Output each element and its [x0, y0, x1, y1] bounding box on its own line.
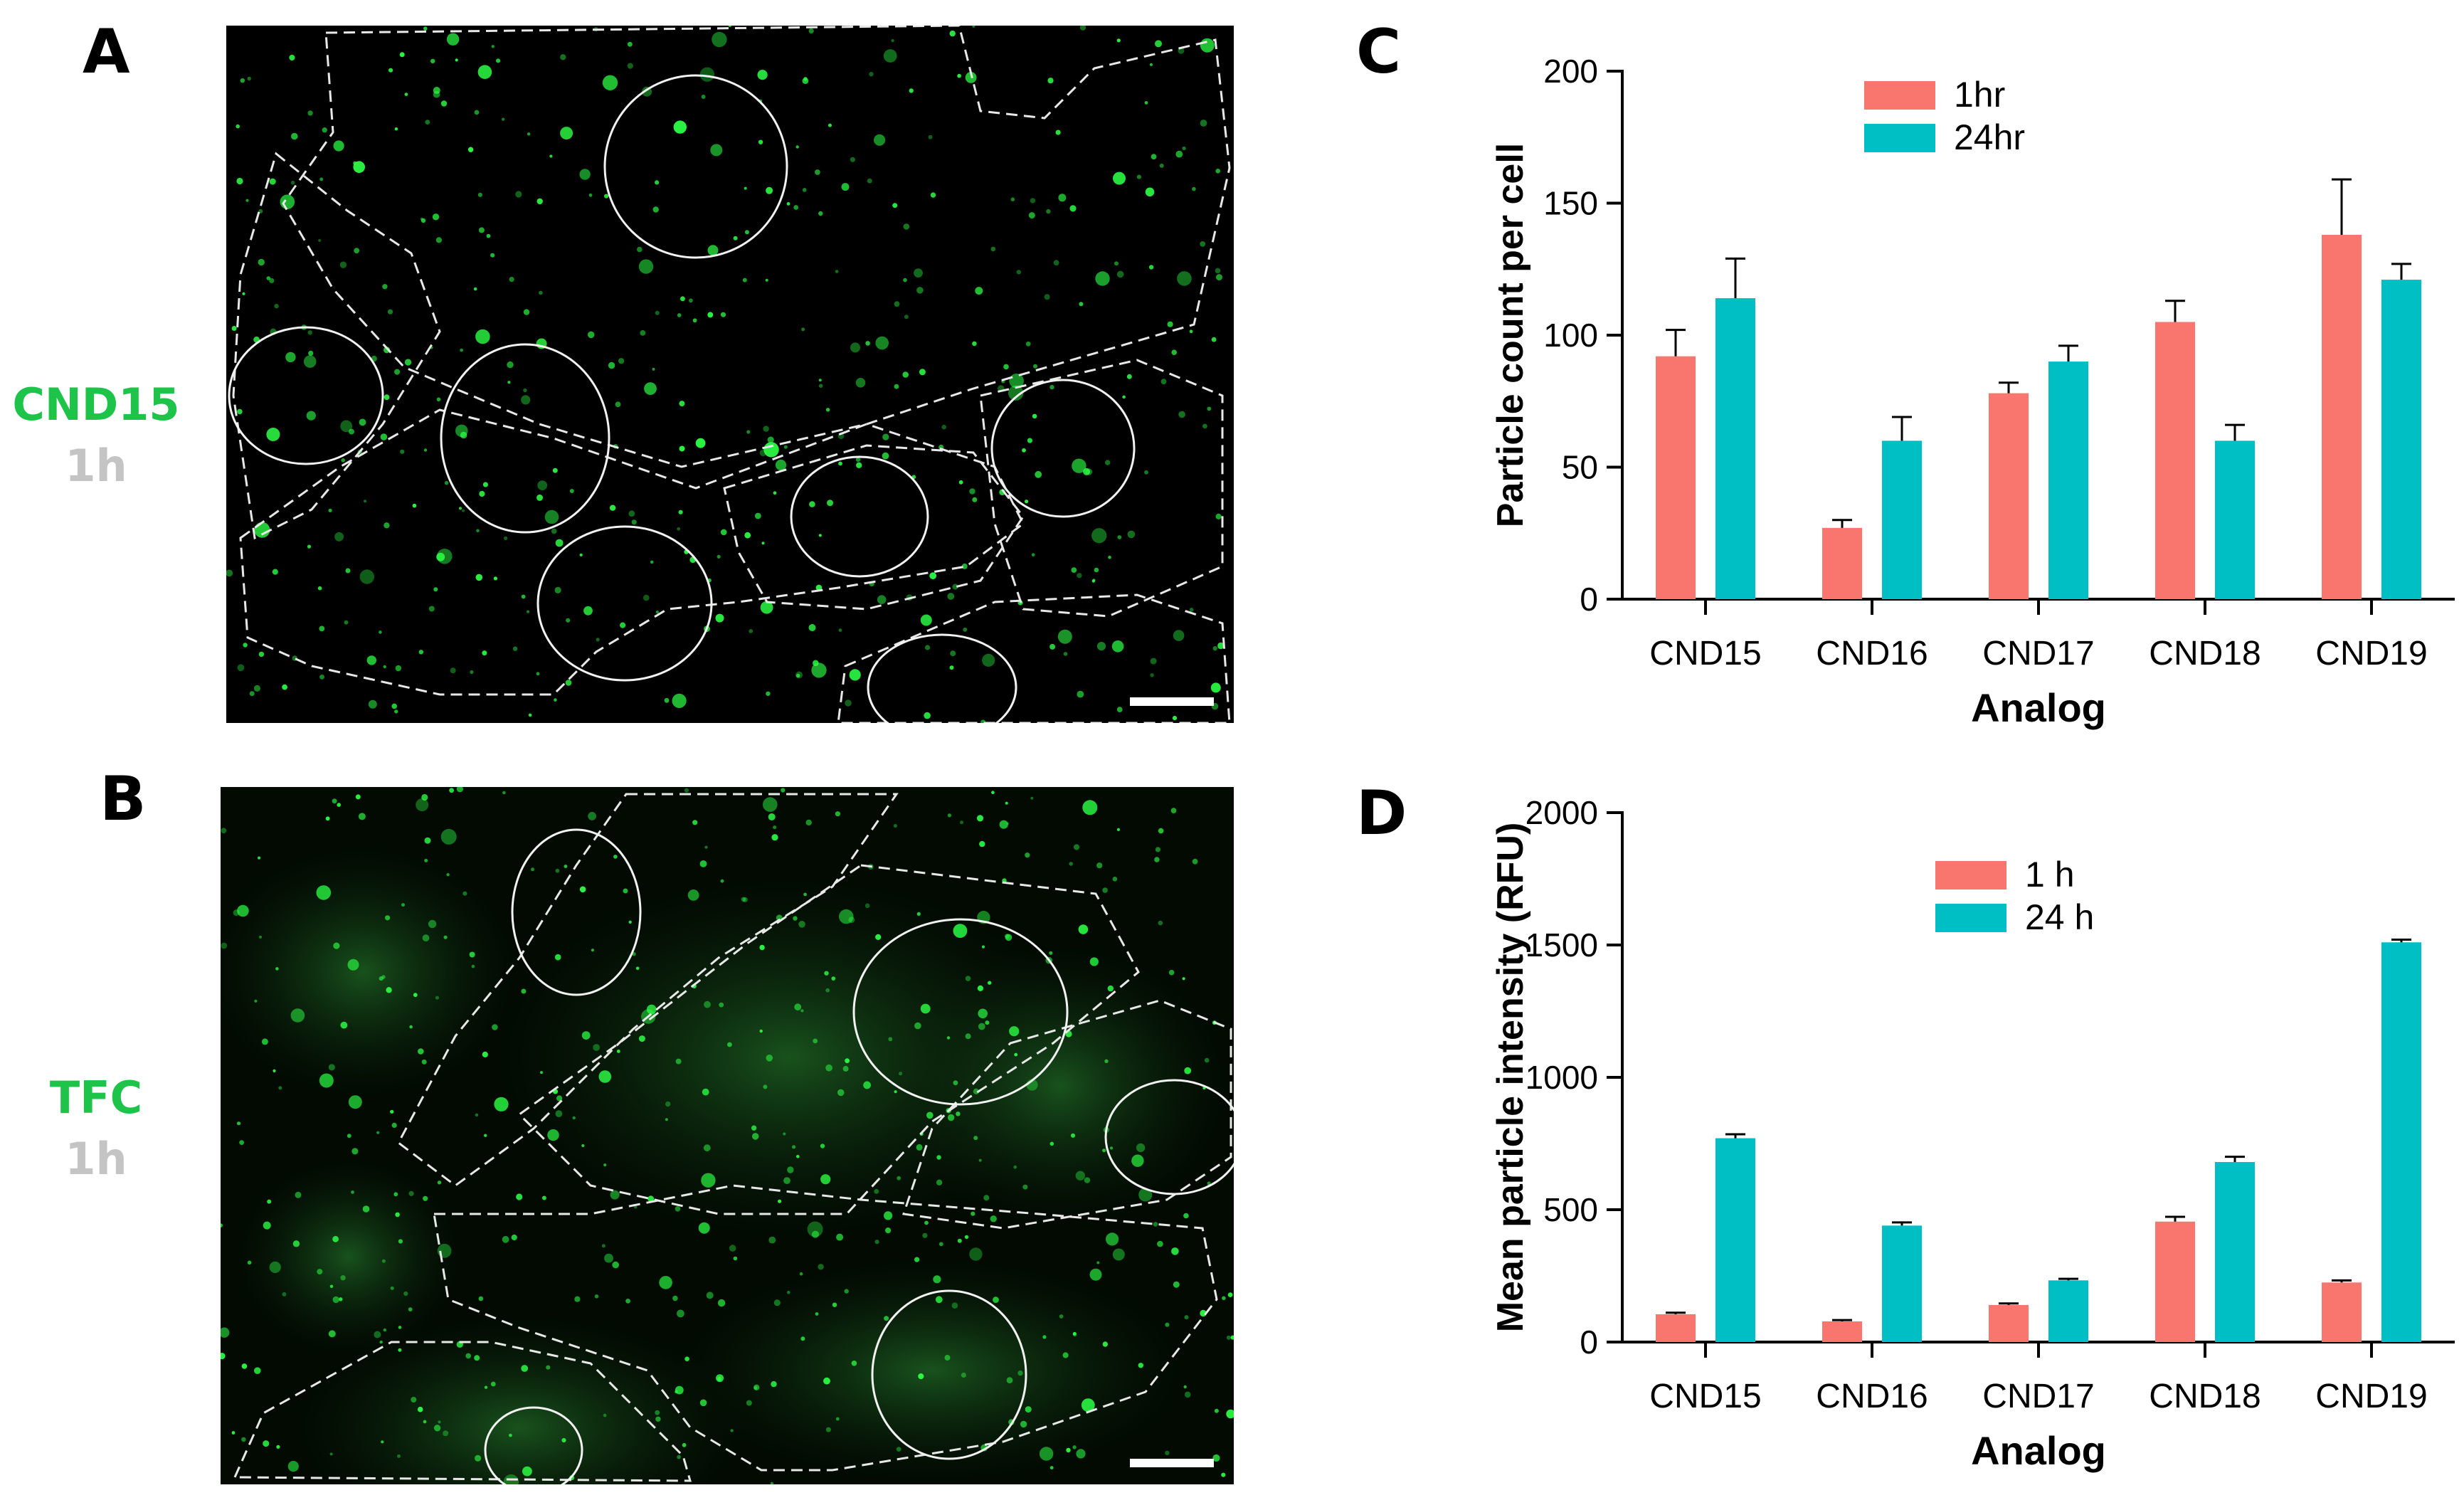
chart-c-y-tick-label: 50 [1562, 449, 1598, 486]
micrograph-a-nuclei [228, 74, 1136, 723]
chart-d-y-tick-label: 500 [1543, 1191, 1598, 1228]
chart-d-bar-late [1882, 1225, 1922, 1342]
micrograph-b-nuclei [484, 828, 1234, 1484]
chart-d-y-tick-label: 2000 [1526, 794, 1598, 831]
panel-a-time-label: 1h [65, 440, 127, 492]
panel-a-label: CND15 1h [7, 383, 185, 488]
chart-c-bar-early [2322, 235, 2362, 599]
chart-d-legend-swatch [1935, 861, 2006, 889]
chart-d-legend-swatch [1935, 904, 2006, 932]
micrograph-b-cell-outlines [233, 793, 1232, 1482]
chart-d-legend-label: 1 h [2025, 855, 2075, 894]
chart-c-y-tick-label: 0 [1580, 581, 1598, 618]
panel-letter-d: D [1356, 778, 1407, 849]
panel-b-compound-label: TFC [49, 1072, 143, 1124]
chart-d-category-label: CND18 [2149, 1378, 2261, 1415]
chart-d-bar-late [1715, 1138, 1755, 1342]
chart-d-bar-early [1822, 1321, 1862, 1342]
chart-c-legend-swatch [1864, 81, 1935, 110]
panel-a-compound-label: CND15 [12, 379, 180, 431]
chart-c-bar-early [1989, 393, 2029, 599]
chart-c-bar-late [1715, 298, 1755, 599]
chart-d-x-axis-title: Analog [1971, 1428, 2106, 1473]
chart-c-bar-late [2048, 361, 2088, 599]
chart-c-category-label: CND17 [1982, 635, 2094, 672]
chart-d-y-tick-label: 1000 [1526, 1059, 1598, 1096]
chart-c-x-axis-title: Analog [1971, 685, 2106, 730]
chart-c-bar-early [1656, 356, 1696, 599]
chart-c: 0 50 100 150 200 CND15 CND16 CND17 CND18 CND19 Ana… [1480, 43, 2462, 747]
scale-bar-b [1130, 1459, 1214, 1467]
panel-letter-c: C [1356, 16, 1402, 88]
panel-letter-a: A [83, 16, 130, 88]
chart-c-svg: 0 50 100 150 200 CND15 CND16 CND17 CND18 CND19 Ana… [1490, 53, 2455, 730]
chart-d-bar-early [2322, 1282, 2362, 1342]
chart-c-legend-label: 24hr [1954, 117, 2025, 157]
chart-c-bar-early [2155, 322, 2195, 599]
chart-c-y-axis-title: Particle count per cell [1490, 143, 1531, 527]
chart-d-category-label: CND16 [1816, 1378, 1928, 1415]
chart-d-svg: 0 500 1000 1500 2000 CND15 CND16 CND17 CND18 CND1… [1490, 794, 2455, 1473]
chart-d-bar-early [1989, 1304, 2029, 1342]
chart-c-y-tick-label: 150 [1543, 185, 1598, 222]
chart-d-y-axis-title: Mean particle intensity (RFU) [1490, 823, 1531, 1333]
chart-d-bar-early [2155, 1221, 2195, 1342]
chart-c-bar-late [2215, 440, 2255, 599]
chart-c-category-label: CND15 [1649, 635, 1761, 672]
chart-d-category-label: CND15 [1649, 1378, 1761, 1415]
chart-d-bar-late [2381, 942, 2421, 1342]
micrograph-a-cell-outlines [232, 26, 1231, 723]
chart-c-category-label: CND16 [1816, 635, 1928, 672]
panel-b-time-label: 1h [65, 1133, 127, 1185]
chart-d-bar-late [2048, 1280, 2088, 1342]
chart-d: 0 500 1000 1500 2000 CND15 CND16 CND17 CND18 CND1… [1480, 783, 2462, 1501]
chart-d-category-label: CND19 [2315, 1378, 2427, 1415]
chart-c-legend-swatch [1864, 124, 1935, 152]
panel-b-label: TFC 1h [7, 1076, 185, 1181]
micrograph-a [226, 26, 1234, 723]
chart-c-category-label: CND18 [2149, 635, 2261, 672]
chart-c-bar-late [1882, 440, 1922, 599]
chart-c-bar-early [1822, 527, 1862, 599]
scale-bar-a [1130, 697, 1214, 706]
chart-d-legend-label: 24 h [2025, 897, 2094, 937]
chart-d-bar-early [1656, 1314, 1696, 1342]
chart-d-y-tick-label: 1500 [1526, 926, 1598, 963]
micrograph-b-background-haze [221, 844, 1231, 1484]
chart-d-category-label: CND17 [1982, 1378, 2094, 1415]
micrograph-b [221, 787, 1234, 1484]
chart-c-y-tick-label: 200 [1543, 53, 1598, 90]
panel-letter-b: B [100, 764, 147, 835]
chart-c-y-tick-label: 100 [1543, 317, 1598, 354]
chart-c-legend-label: 1hr [1954, 75, 2005, 115]
chart-d-bar-late [2215, 1162, 2255, 1342]
chart-d-y-tick-label: 0 [1580, 1324, 1598, 1361]
chart-c-category-label: CND19 [2315, 635, 2427, 672]
chart-c-bar-late [2381, 280, 2421, 599]
